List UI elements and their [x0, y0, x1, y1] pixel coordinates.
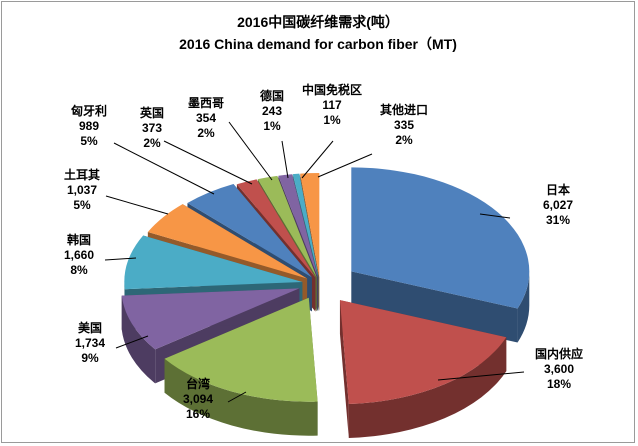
pie-slice-wall [339, 300, 349, 438]
slice-percent-label: 2% [197, 126, 215, 140]
label-layer: 日本6,02731%国内供应3,60018%台湾3,09416%美国1,7349… [64, 82, 583, 421]
slice-percent-label: 16% [186, 407, 210, 421]
slice-percent-label: 1% [263, 119, 281, 133]
slice-name-label: 中国免税区 [302, 82, 362, 97]
leader-line [227, 391, 247, 403]
slice-value-label: 3,600 [544, 362, 574, 376]
leader-line [281, 140, 289, 179]
slice-name-label: 匈牙利 [70, 103, 107, 118]
slice-name-label: 墨西哥 [188, 96, 224, 110]
pie-slice-top-5 [124, 235, 303, 290]
slice-percent-label: 1% [323, 113, 341, 127]
slice-value-label: 335 [394, 118, 414, 132]
slice-name-label: 台湾 [186, 376, 210, 391]
slice-percent-label: 2% [143, 136, 161, 150]
leader-line [228, 121, 273, 181]
slice-value-label: 243 [262, 104, 282, 118]
pie-slice-top-8 [236, 179, 316, 278]
slice-value-label: 1,734 [75, 336, 105, 350]
slice-percent-label: 2% [395, 133, 413, 147]
pie-slice-top-12 [300, 172, 320, 277]
pie-slice-1 [351, 271, 530, 343]
pie-slice-top-10 [278, 174, 318, 278]
leader-line [437, 371, 525, 381]
pie-slice-top-3 [164, 297, 318, 402]
slice-value-label: 373 [142, 121, 162, 135]
slice-name-label: 国内供应 [535, 346, 583, 361]
slice-name-label: 日本 [546, 182, 570, 197]
pie-slice-top-7 [187, 183, 312, 278]
leader-line [479, 213, 511, 219]
leader-line [115, 335, 149, 349]
slice-value-label: 3,094 [183, 392, 213, 406]
leader-line [104, 257, 137, 261]
leader-line [301, 140, 334, 179]
pie-slice-top-9 [257, 175, 317, 278]
leader-line [163, 140, 253, 185]
slice-percent-label: 5% [80, 134, 98, 148]
pie-slice-top-4 [121, 288, 300, 350]
slice-name-label: 韩国 [67, 232, 91, 247]
pie-slice-top-2 [339, 300, 507, 404]
pie-slice-rim [164, 358, 318, 436]
slice-value-label: 1,037 [67, 183, 97, 197]
slice-percent-label: 18% [547, 377, 571, 391]
chart-title: 2016中国碳纤维需求(吨） [237, 14, 399, 30]
slice-value-label: 989 [79, 119, 99, 133]
slice-name-label: 德国 [260, 88, 284, 103]
pie-slice-wall [351, 271, 518, 343]
slice-name-label: 土耳其 [64, 167, 100, 182]
pie-slice-rim [348, 337, 507, 438]
pie-slice-top-1 [351, 167, 530, 309]
pie-top-layer [121, 167, 530, 404]
slice-name-label: 美国 [78, 320, 102, 335]
slice-value-label: 117 [322, 98, 342, 112]
slice-percent-label: 9% [81, 351, 99, 365]
slice-value-label: 1,660 [64, 248, 94, 262]
leader-line [105, 195, 169, 215]
slice-name-label: 其他进口 [380, 102, 428, 117]
slice-name-label: 英国 [140, 105, 164, 120]
pie-slice-top-6 [147, 204, 308, 279]
pie-slice-top-11 [292, 173, 319, 278]
slice-percent-label: 8% [70, 263, 88, 277]
pie-slice-rim [517, 271, 530, 343]
slice-percent-label: 31% [546, 213, 570, 227]
leader-line [317, 153, 373, 178]
leader-line [113, 142, 215, 195]
slice-value-label: 354 [196, 111, 216, 125]
slice-value-label: 6,027 [543, 198, 573, 212]
slice-percent-label: 5% [73, 198, 91, 212]
chart-subtitle: 2016 China demand for carbon fiber（MT) [179, 36, 457, 52]
